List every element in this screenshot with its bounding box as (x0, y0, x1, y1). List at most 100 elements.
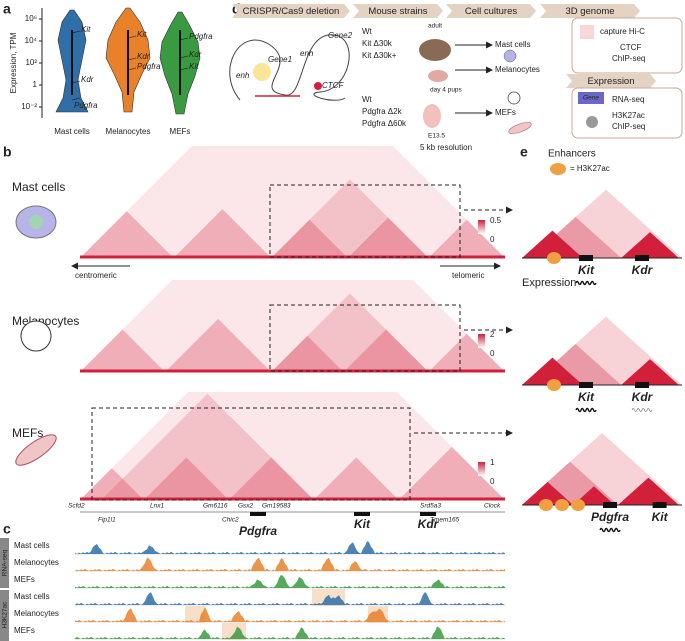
label: MEFs (170, 127, 191, 136)
zoom-box (269, 304, 461, 372)
label: = H3K27ac (570, 164, 610, 173)
label: 1 (490, 458, 495, 467)
label: Kdr (632, 263, 654, 277)
assay-bar (0, 590, 9, 641)
contact-domain (271, 179, 429, 258)
model-domain (573, 486, 615, 505)
gene-pointer (127, 35, 137, 39)
model-domain (621, 232, 679, 258)
enhancer (547, 252, 561, 264)
signal (75, 574, 505, 588)
label: 10⁻² (21, 102, 37, 111)
label: H3K27ac (612, 111, 645, 120)
label: Wt (362, 27, 373, 36)
assay-box (571, 87, 683, 139)
gene-pointer (179, 37, 189, 41)
label: Kit (578, 390, 595, 404)
contact-domain (313, 457, 399, 500)
colorbar (478, 462, 485, 476)
label: Kit (189, 62, 199, 71)
label: Scfd2 (68, 503, 85, 510)
expression-wave (599, 527, 621, 533)
label: E13.5 (428, 133, 445, 140)
label: Kdr (81, 75, 94, 84)
pups (428, 70, 448, 82)
contact-domain (80, 329, 165, 372)
label: Gene1 (268, 55, 292, 64)
label: Lnx1 (150, 503, 164, 510)
label: day 4 pups (430, 87, 463, 94)
expression-wave (575, 280, 597, 286)
label: Kit (81, 25, 91, 34)
label: Pdgfra (74, 101, 98, 110)
enhancer-highlight (253, 63, 271, 81)
label: Fip1l1 (98, 517, 116, 524)
model-domain (522, 357, 583, 385)
contact-domain (80, 392, 505, 500)
label: 0 (490, 349, 495, 358)
model-domain (621, 359, 679, 385)
cell-icon (20, 320, 52, 352)
label: Chic2 (222, 517, 239, 524)
step-chevron (566, 74, 656, 88)
label: Mast cells (495, 40, 531, 49)
gene-pointer (71, 30, 81, 34)
model-domain (522, 230, 583, 258)
contact-domain (347, 217, 429, 258)
label: Kit (354, 517, 371, 531)
label: centromeric (75, 271, 117, 280)
contact-domain (228, 457, 314, 500)
label: Pdgfra (137, 62, 161, 71)
cell-icon (15, 434, 57, 466)
label: Melanocytes (14, 609, 59, 618)
label: Pdgfra (239, 524, 277, 538)
label: Pdgfra Δ60k (362, 119, 407, 128)
model-domain (618, 477, 679, 505)
label: Kdr (137, 52, 150, 61)
label: Clock (484, 503, 501, 510)
gene-pointer (179, 55, 189, 59)
label: b (3, 144, 12, 160)
gene (603, 502, 617, 508)
nucleosome-icon (586, 116, 598, 128)
contact-domain (165, 318, 272, 372)
enhancer (539, 499, 553, 511)
label: 0.5 (490, 216, 502, 225)
label: Kdr (189, 50, 202, 59)
label: 3D genome (565, 6, 614, 17)
assay-box (571, 17, 683, 74)
gene (635, 255, 649, 261)
label: 1 (33, 80, 38, 89)
contact-domain (343, 329, 429, 372)
gene-pointer (71, 97, 81, 101)
label: Expression (588, 76, 635, 87)
label: Kdr (632, 390, 654, 404)
label: Gm6116 (203, 503, 228, 510)
label: 0 (490, 235, 495, 244)
gene-pointer (127, 57, 137, 61)
expression-wave (575, 407, 597, 413)
enhancer (571, 499, 585, 511)
label: Tmem165 (430, 517, 460, 524)
embryo (423, 104, 441, 128)
gene (579, 382, 593, 388)
label: telomeric (452, 271, 484, 280)
signal (75, 607, 505, 622)
cell-icon (507, 91, 521, 105)
label: Expression, TPM (9, 32, 18, 93)
label: 10⁶ (25, 14, 37, 23)
gene (652, 502, 667, 508)
enhancer-key (550, 163, 566, 175)
label: ChIP-seq (612, 54, 645, 63)
assay-bar (0, 538, 9, 588)
expression-wave (631, 408, 653, 412)
enhancer (547, 379, 561, 391)
gene-icon (578, 92, 604, 104)
contact-domain (398, 446, 505, 500)
label: Cell cultures (465, 6, 518, 17)
label: Kit (578, 263, 595, 277)
label: Srd5a3 (420, 503, 441, 510)
label: CTCF (620, 43, 641, 52)
signal (75, 592, 505, 605)
cell-icon (508, 122, 532, 134)
